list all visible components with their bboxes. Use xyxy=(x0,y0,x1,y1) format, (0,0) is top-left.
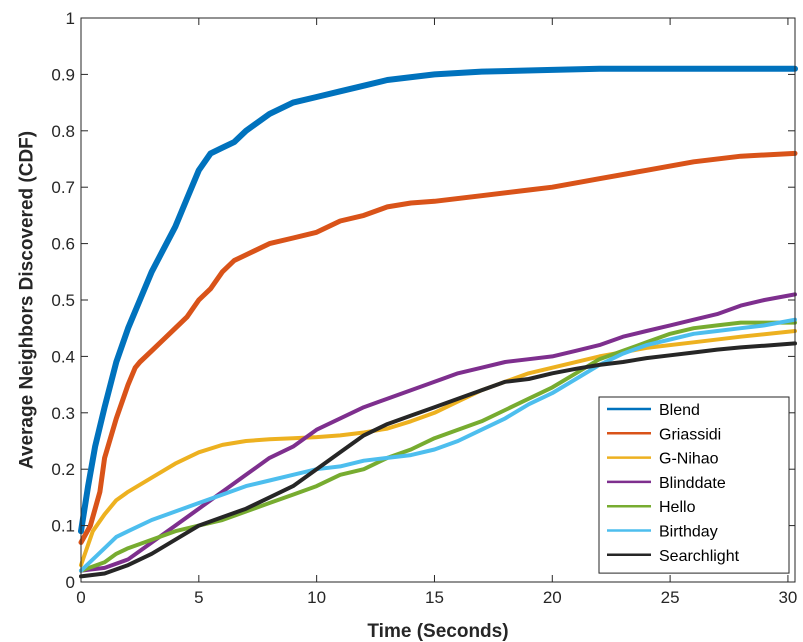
y-tick-label: 0.9 xyxy=(51,65,75,84)
legend-box xyxy=(598,396,790,574)
y-tick-label: 0.5 xyxy=(51,291,75,310)
y-axis: 0 0.1 0.2 0.3 0.4 0.5 0.6 0.7 0.8 0.9 1 xyxy=(51,9,795,592)
series-line-hello xyxy=(79,320,797,573)
y-tick-label: 0.6 xyxy=(51,235,75,254)
legend-label-searchlight: Searchlight xyxy=(659,548,740,565)
legend-label-hello: Hello xyxy=(659,499,696,516)
legend-label-birthday: Birthday xyxy=(659,524,718,541)
y-tick-label: 0.7 xyxy=(51,178,75,197)
x-tick-label: 20 xyxy=(543,588,562,607)
legend-label-griassidi: Griassidi xyxy=(659,426,721,443)
y-axis-title: Average Neighbors Discovered (CDF) xyxy=(17,131,38,469)
y-tick-label: 0 xyxy=(66,573,75,592)
y-tick-label: 0.3 xyxy=(51,404,75,423)
y-tick-label: 0.2 xyxy=(51,460,75,479)
x-axis: 0 5 10 15 20 25 30 xyxy=(76,18,797,607)
y-tick-label: 0.8 xyxy=(51,122,75,141)
x-axis-title: Time (Seconds) xyxy=(367,621,508,642)
y-tick-label: 0.4 xyxy=(51,347,75,366)
series-line-griassidi xyxy=(78,150,798,545)
series-line-blinddate xyxy=(79,292,797,573)
y-tick-label: 1 xyxy=(66,9,75,28)
x-tick-label: 15 xyxy=(425,588,444,607)
x-tick-label: 10 xyxy=(307,588,326,607)
series-layer xyxy=(78,65,798,579)
legend-label-blinddate: Blinddate xyxy=(659,475,726,492)
legend-label-g-nihao: G-Nihao xyxy=(659,451,719,468)
series-line-searchlight xyxy=(79,341,797,579)
legend-label-blend: Blend xyxy=(659,402,700,419)
legend[interactable]: Blend Griassidi G-Nihao Blinddate Hello Birth… xyxy=(598,396,790,574)
x-tick-label: 5 xyxy=(194,588,203,607)
y-tick-label: 0.1 xyxy=(51,517,75,536)
series-line-g-nihao xyxy=(79,329,797,568)
x-tick-label: 30 xyxy=(778,588,797,607)
x-tick-label: 25 xyxy=(661,588,680,607)
series-line-birthday xyxy=(79,317,797,573)
x-tick-label: 0 xyxy=(76,588,85,607)
series-line-blend xyxy=(78,65,798,535)
